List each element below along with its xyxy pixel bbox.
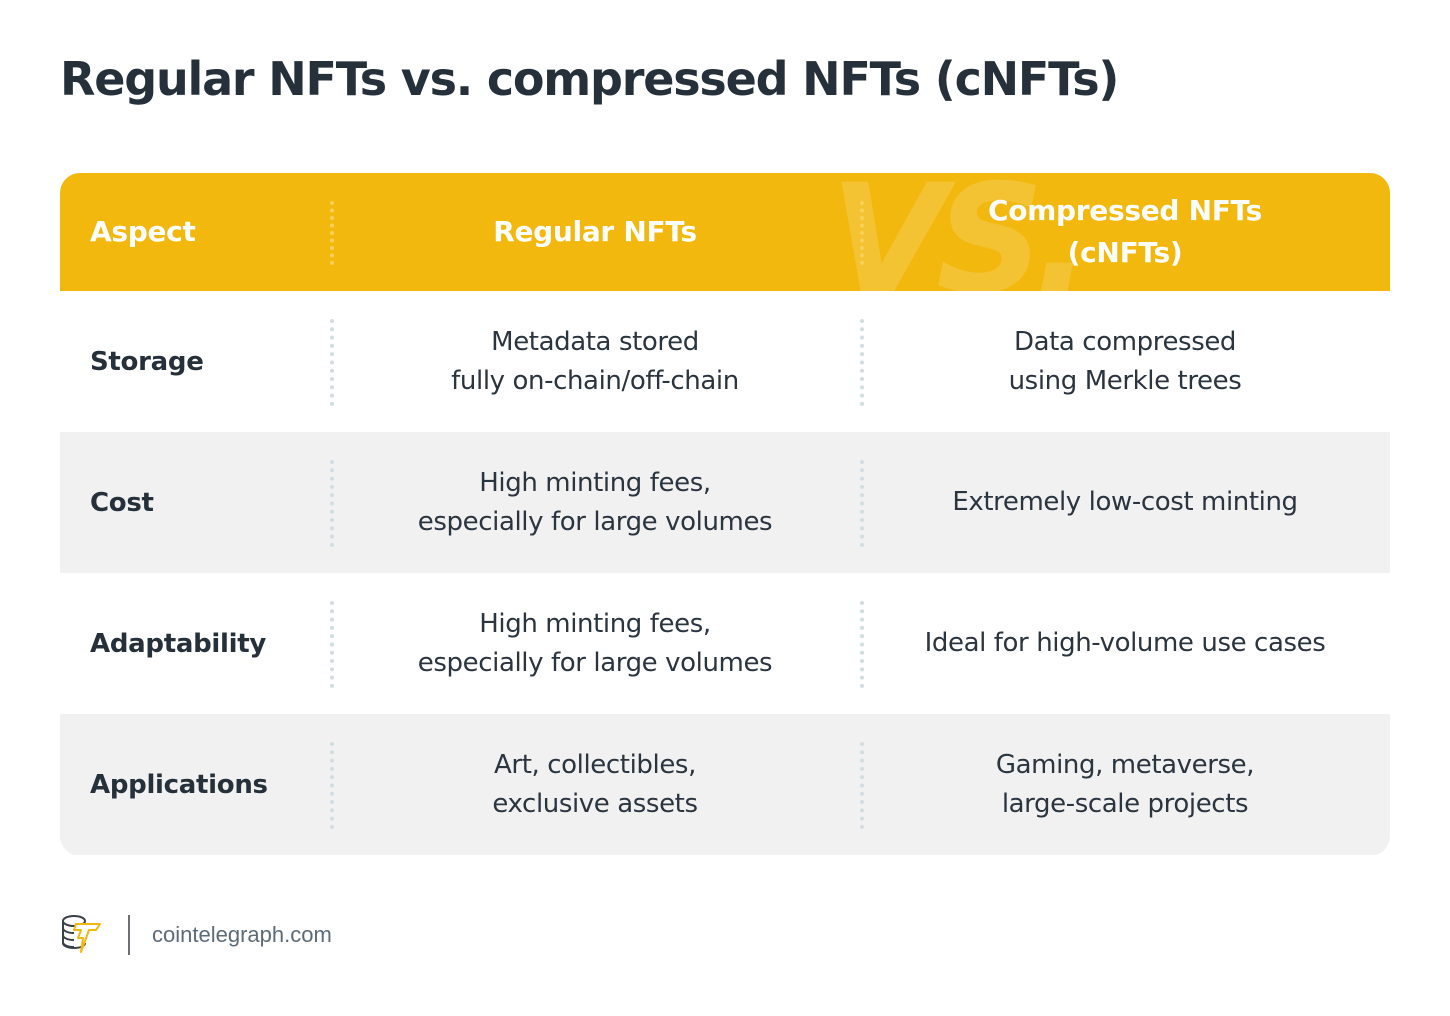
header-compressed-line2: (cNFTs) bbox=[1067, 236, 1183, 269]
compressed-value: Data compressed using Merkle trees bbox=[1009, 323, 1242, 401]
text-line: fully on-chain/off-chain bbox=[451, 365, 739, 396]
header-compressed-line1: Compressed NFTs bbox=[987, 194, 1263, 227]
column-divider bbox=[860, 460, 864, 547]
column-divider bbox=[860, 742, 864, 829]
regular-value: Art, collectibles, exclusive assets bbox=[492, 746, 698, 824]
page-title: Regular NFTs vs. compressed NFTs (cNFTs) bbox=[60, 52, 1119, 106]
aspect-label: Cost bbox=[90, 487, 154, 518]
text-line: Data compressed bbox=[1013, 326, 1237, 357]
table-header: VS. Aspect Regular NFTs Compressed NFTs … bbox=[60, 173, 1390, 291]
compressed-value: Extremely low-cost minting bbox=[952, 483, 1298, 522]
aspect-label: Adaptability bbox=[90, 628, 266, 659]
site-link[interactable]: cointelegraph.com bbox=[152, 922, 332, 947]
column-divider bbox=[330, 460, 334, 547]
text-line: High minting fees, bbox=[479, 608, 711, 639]
table-row-cost: Cost High minting fees, especially for l… bbox=[60, 432, 1390, 573]
regular-value: High minting fees, especially for large … bbox=[417, 605, 773, 683]
text-line: exclusive assets bbox=[492, 788, 698, 819]
column-divider bbox=[330, 319, 334, 406]
text-line: High minting fees, bbox=[479, 467, 711, 498]
column-divider bbox=[860, 319, 864, 406]
header-compressed-nfts: Compressed NFTs (cNFTs) bbox=[988, 190, 1262, 274]
table-row-adaptability: Adaptability High minting fees, especial… bbox=[60, 573, 1390, 714]
regular-value: High minting fees, especially for large … bbox=[417, 464, 773, 542]
comparison-table: VS. Aspect Regular NFTs Compressed NFTs … bbox=[60, 173, 1390, 856]
column-divider bbox=[330, 742, 334, 829]
footer: cointelegraph.com bbox=[60, 914, 332, 956]
vs-watermark: VS. bbox=[830, 173, 1091, 291]
text-line: Art, collectibles, bbox=[494, 749, 696, 780]
text-line: Metadata stored bbox=[491, 326, 699, 357]
column-divider bbox=[860, 201, 864, 265]
table-row-storage: Storage Metadata stored fully on-chain/o… bbox=[60, 291, 1390, 432]
aspect-label: Applications bbox=[90, 769, 268, 800]
text-line: especially for large volumes bbox=[417, 647, 773, 678]
cointelegraph-logo-icon bbox=[60, 912, 104, 958]
table-row-applications: Applications Art, collectibles, exclusiv… bbox=[60, 714, 1390, 855]
column-divider bbox=[860, 601, 864, 688]
header-regular-nfts: Regular NFTs bbox=[493, 215, 697, 248]
aspect-label: Storage bbox=[90, 346, 204, 377]
column-divider bbox=[330, 201, 334, 265]
footer-divider bbox=[128, 915, 130, 955]
compressed-value: Ideal for high-volume use cases bbox=[925, 624, 1326, 663]
text-line: especially for large volumes bbox=[417, 506, 773, 537]
column-divider bbox=[330, 601, 334, 688]
header-aspect: Aspect bbox=[90, 215, 196, 248]
compressed-value: Gaming, metaverse, large-scale projects bbox=[995, 746, 1255, 824]
text-line: Ideal for high-volume use cases bbox=[924, 628, 1326, 658]
text-line: Gaming, metaverse, bbox=[995, 749, 1255, 780]
text-line: Extremely low-cost minting bbox=[952, 487, 1298, 517]
text-line: using Merkle trees bbox=[1008, 365, 1242, 396]
regular-value: Metadata stored fully on-chain/off-chain bbox=[451, 323, 739, 401]
text-line: large-scale projects bbox=[1001, 788, 1249, 819]
